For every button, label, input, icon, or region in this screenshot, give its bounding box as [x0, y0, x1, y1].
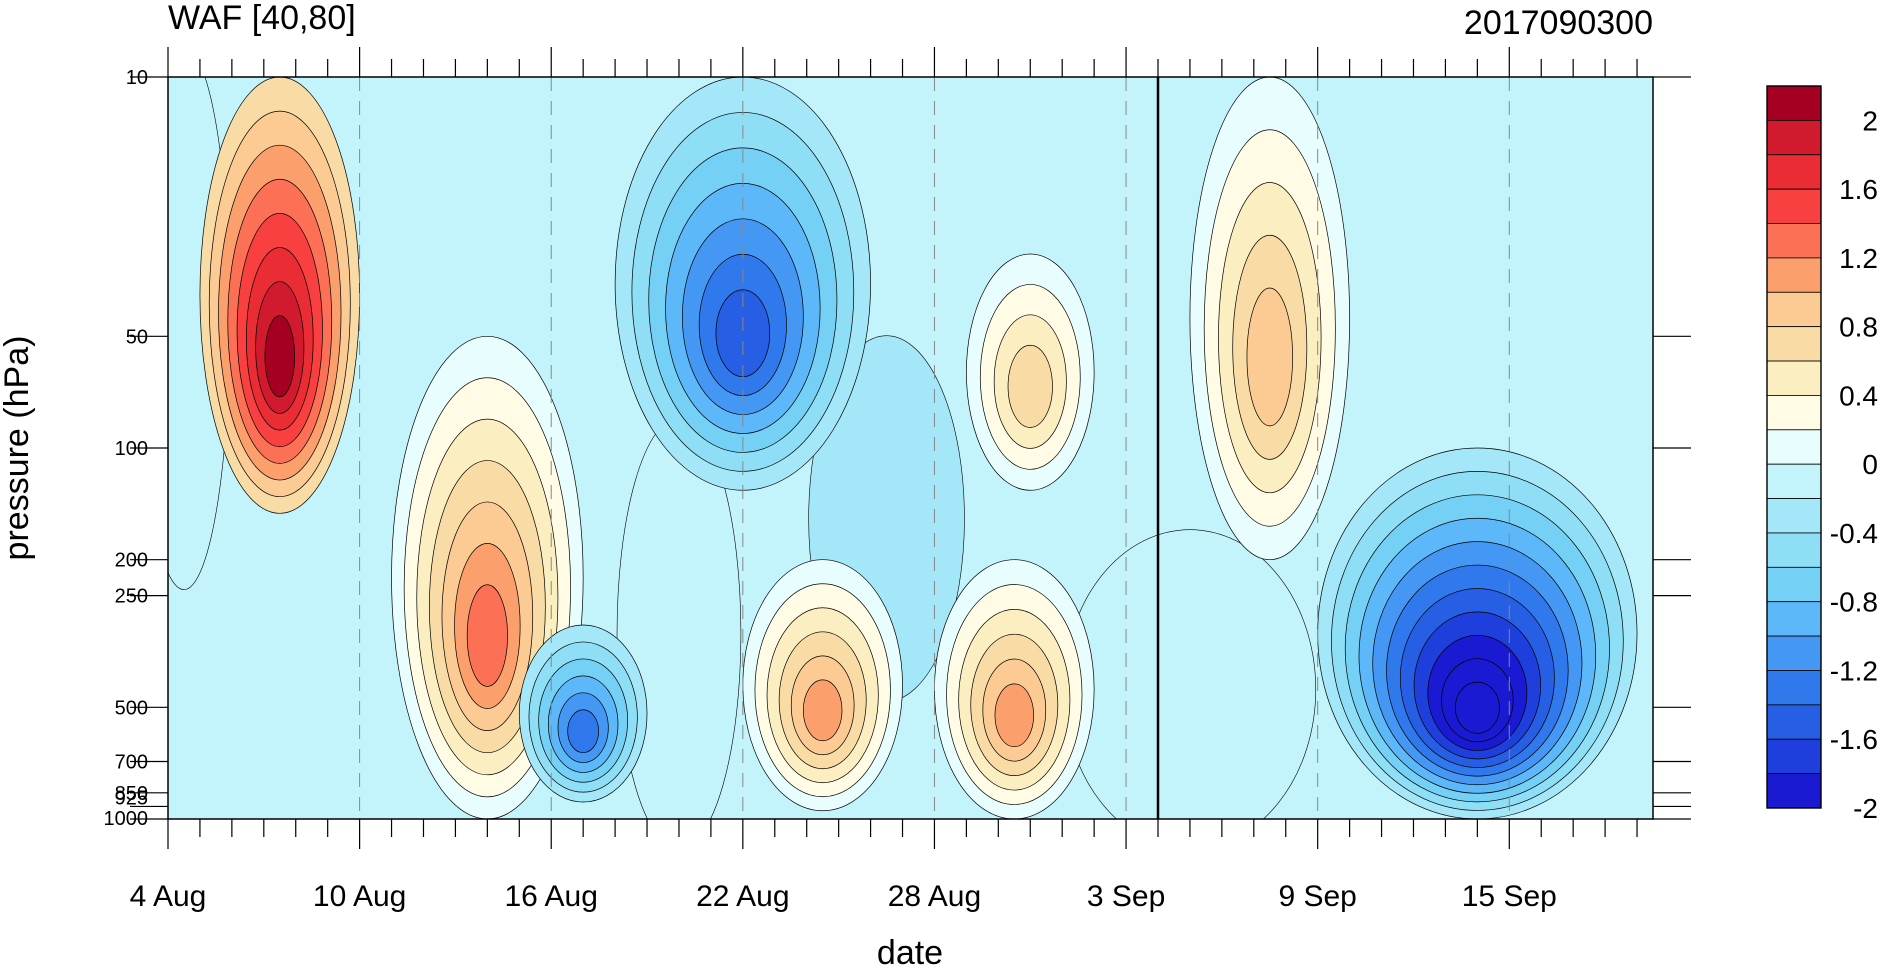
feature-5 — [966, 253, 1095, 491]
colorbar-swatch — [1766, 257, 1822, 293]
contour-level — [994, 683, 1034, 748]
plot-area — [167, 76, 1654, 820]
contour-level — [1007, 344, 1053, 428]
colorbar-label: -1.2 — [1830, 655, 1878, 686]
colorbar-swatch — [1766, 670, 1822, 706]
colorbar-swatch — [1766, 532, 1822, 568]
x-tick-label: 15 Sep — [1462, 880, 1557, 913]
feature-8 — [1317, 447, 1638, 819]
colorbar-swatch — [1766, 223, 1822, 259]
colorbar-label: -0.4 — [1830, 518, 1878, 549]
contour-level — [1246, 287, 1293, 427]
colorbar-label: 1.6 — [1839, 174, 1878, 205]
colorbar-label: 2 — [1862, 105, 1878, 136]
contour-level — [264, 315, 295, 398]
chart-date-stamp: 2017090300 — [1464, 4, 1653, 42]
colorbar-swatch — [1766, 119, 1822, 156]
colorbar-label: 1.2 — [1839, 243, 1878, 274]
colorbar-label: 0 — [1862, 449, 1878, 480]
colorbar-swatch — [1766, 704, 1822, 740]
x-tick-label: 9 Sep — [1278, 880, 1356, 913]
near-zero-patch-3 — [1063, 529, 1317, 819]
colorbar-swatch — [1766, 601, 1822, 637]
y-tick-label: 1000 — [104, 808, 149, 830]
x-tick-label: 3 Sep — [1087, 880, 1165, 913]
y-tick-label: 500 — [115, 697, 148, 719]
x-axis-title: date — [877, 934, 943, 969]
feature-4 — [742, 559, 903, 812]
colorbar-swatch — [1766, 566, 1822, 603]
y-tick-label: 925 — [115, 787, 148, 809]
colorbar-swatch — [1766, 188, 1822, 224]
feature-6 — [934, 559, 1095, 819]
x-tick-label: 10 Aug — [313, 880, 406, 913]
colorbar-swatch — [1766, 395, 1822, 431]
contour-level — [567, 709, 599, 754]
y-tick-label: 50 — [126, 326, 148, 348]
y-tick-label: 200 — [115, 550, 148, 572]
colorbar-swatch — [1766, 498, 1822, 534]
colorbar-label: -0.8 — [1830, 587, 1878, 618]
contour-level — [802, 679, 843, 742]
y-tick-label: 850 — [115, 783, 148, 805]
feature-0 — [199, 77, 360, 514]
feature-7 — [1189, 77, 1350, 560]
y-tick-label: 700 — [115, 752, 148, 774]
colorbar-swatch — [1766, 360, 1822, 396]
contour-fields — [168, 77, 1638, 819]
contour-level — [1454, 681, 1500, 734]
y-tick-label: 250 — [115, 586, 148, 608]
colorbar-swatch — [1766, 291, 1822, 328]
feature-2 — [518, 624, 648, 803]
x-tick-label: 4 Aug — [130, 880, 207, 913]
colorbar-label: 0.8 — [1839, 312, 1878, 343]
colorbar-swatch — [1766, 85, 1822, 121]
colorbar-label: 0.4 — [1839, 380, 1878, 411]
colorbar-label: -1.6 — [1830, 724, 1878, 755]
colorbar-swatch — [1766, 429, 1822, 465]
colorbar-swatch — [1766, 463, 1822, 499]
colorbar-swatch — [1766, 738, 1822, 775]
y-tick-label: 10 — [126, 67, 148, 89]
colorbar-swatch — [1766, 773, 1822, 809]
colorbar-frame — [1766, 85, 1822, 809]
colorbar-swatch — [1766, 635, 1822, 671]
contour-level — [466, 584, 508, 687]
colorbar-label: -2 — [1853, 793, 1878, 824]
y-axis-title: pressure (hPa) — [0, 336, 36, 561]
colorbar: 2 1.6 1.2 0.8 0.4 0 -0.4 -0.8 -1.2 -1.6 -2 — [1766, 85, 1878, 824]
x-axis: 4 Aug 10 Aug 16 Aug 22 Aug 28 Aug 3 Sep 9 Sep 1… — [130, 47, 1638, 913]
chart-title: WAF [40,80] — [168, 0, 356, 37]
y-tick-label: 100 — [115, 438, 148, 460]
x-tick-label: 16 Aug — [505, 880, 598, 913]
feature-3 — [614, 77, 871, 491]
colorbar-swatch — [1766, 326, 1822, 362]
colorbar-swatch — [1766, 154, 1822, 190]
x-tick-label: 28 Aug — [888, 880, 981, 913]
x-tick-label: 22 Aug — [696, 880, 789, 913]
